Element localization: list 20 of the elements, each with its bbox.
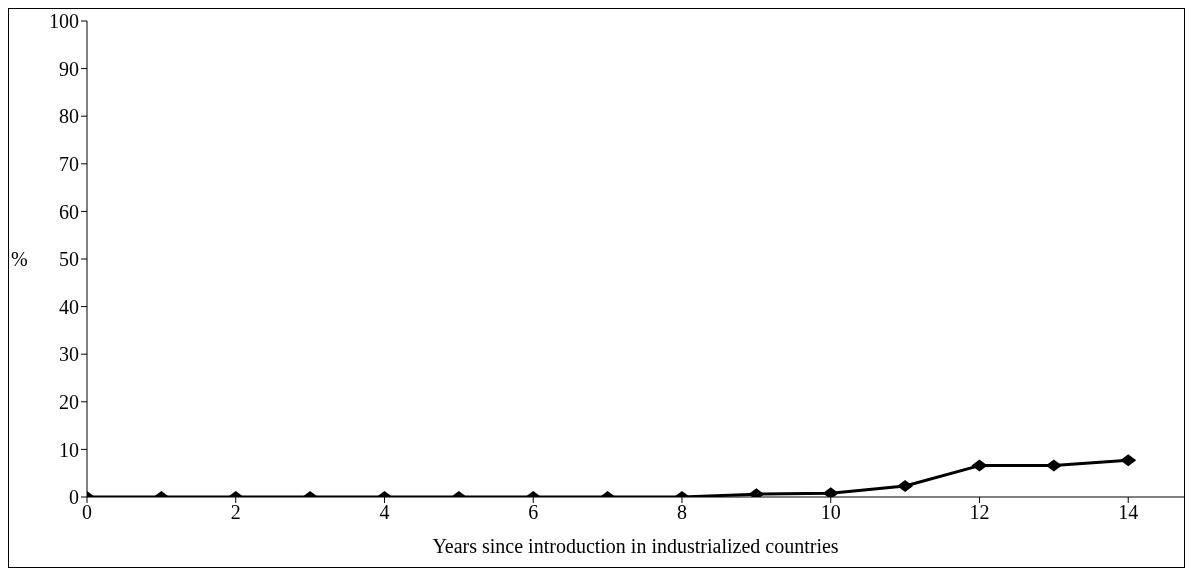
x-tick-label: 12	[969, 501, 990, 524]
y-tick-label: 60	[59, 200, 79, 223]
x-tick-label: 6	[528, 501, 539, 524]
x-tick-label: 14	[1118, 501, 1139, 524]
x-axis-title: Years since introduction in industrialized countries	[432, 535, 839, 557]
y-axis-title: %	[11, 248, 28, 271]
y-tick-label: 70	[59, 152, 79, 175]
y-tick-label: 100	[49, 10, 79, 33]
y-tick-label: 10	[59, 438, 79, 461]
x-tick-label: 4	[379, 501, 390, 524]
x-tick-label: 10	[820, 501, 841, 524]
y-tick-label: 50	[59, 248, 79, 271]
y-tick-label: 90	[59, 57, 79, 80]
y-tick-label: 20	[59, 390, 79, 413]
y-tick-label: 80	[59, 105, 79, 128]
y-tick-label: 0	[69, 486, 79, 509]
y-tick-label: 40	[59, 295, 79, 318]
x-tick-label: 2	[230, 501, 241, 524]
y-tick-label: 30	[59, 343, 79, 366]
x-tick-label: 8	[676, 501, 687, 524]
